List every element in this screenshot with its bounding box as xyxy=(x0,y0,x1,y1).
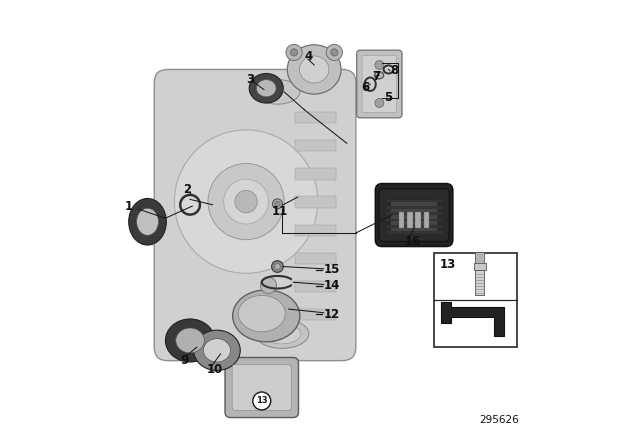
Bar xyxy=(295,112,335,123)
Ellipse shape xyxy=(238,295,285,332)
Bar xyxy=(387,200,442,202)
Ellipse shape xyxy=(300,56,329,83)
Bar xyxy=(387,219,442,221)
Text: 11: 11 xyxy=(271,205,288,219)
Bar xyxy=(295,281,335,292)
Circle shape xyxy=(286,44,302,60)
Bar xyxy=(295,168,335,180)
Bar xyxy=(295,197,335,208)
Bar xyxy=(407,212,413,228)
Text: 16: 16 xyxy=(405,234,422,248)
Circle shape xyxy=(331,49,338,56)
FancyBboxPatch shape xyxy=(356,50,402,118)
Text: 1: 1 xyxy=(125,200,133,214)
Text: 9: 9 xyxy=(180,353,188,367)
Text: 13: 13 xyxy=(440,258,456,271)
Bar xyxy=(415,212,421,228)
FancyBboxPatch shape xyxy=(154,69,356,361)
FancyBboxPatch shape xyxy=(375,184,453,246)
FancyBboxPatch shape xyxy=(225,358,298,418)
Ellipse shape xyxy=(233,290,300,342)
Bar xyxy=(474,263,486,270)
FancyBboxPatch shape xyxy=(379,189,449,241)
Ellipse shape xyxy=(263,323,301,344)
Bar xyxy=(424,212,429,228)
Ellipse shape xyxy=(255,319,308,349)
Circle shape xyxy=(271,261,284,272)
Circle shape xyxy=(291,49,298,56)
Circle shape xyxy=(208,164,284,240)
Text: 295626: 295626 xyxy=(479,415,519,425)
Ellipse shape xyxy=(255,80,300,104)
Text: 14: 14 xyxy=(324,279,340,293)
Circle shape xyxy=(223,179,269,224)
Bar xyxy=(476,252,484,263)
FancyBboxPatch shape xyxy=(362,56,397,112)
Ellipse shape xyxy=(165,319,214,362)
Bar xyxy=(295,140,335,151)
Ellipse shape xyxy=(194,330,240,370)
Circle shape xyxy=(375,60,384,69)
Bar xyxy=(387,225,442,228)
Bar xyxy=(387,212,442,215)
Text: 15: 15 xyxy=(324,263,340,276)
Circle shape xyxy=(275,201,280,207)
Ellipse shape xyxy=(287,45,341,94)
Ellipse shape xyxy=(204,339,230,362)
Ellipse shape xyxy=(136,208,159,235)
Bar xyxy=(295,253,335,264)
Circle shape xyxy=(253,392,271,410)
Bar xyxy=(387,206,442,209)
FancyBboxPatch shape xyxy=(232,365,291,410)
Text: 4: 4 xyxy=(305,50,312,64)
Text: 6: 6 xyxy=(361,81,369,94)
Circle shape xyxy=(174,130,317,273)
Ellipse shape xyxy=(129,198,166,245)
Ellipse shape xyxy=(257,80,276,97)
Ellipse shape xyxy=(374,72,383,79)
Polygon shape xyxy=(441,302,504,336)
Bar xyxy=(295,224,335,236)
Bar xyxy=(399,212,404,228)
Bar xyxy=(295,309,335,320)
Text: 10: 10 xyxy=(207,362,223,376)
Circle shape xyxy=(375,99,384,108)
Text: 12: 12 xyxy=(324,308,340,321)
Circle shape xyxy=(235,190,257,213)
Circle shape xyxy=(260,277,276,293)
Bar xyxy=(476,270,484,295)
FancyBboxPatch shape xyxy=(390,200,438,233)
Circle shape xyxy=(326,44,342,60)
Text: 8: 8 xyxy=(390,64,398,78)
Text: 3: 3 xyxy=(246,73,254,86)
Circle shape xyxy=(273,199,282,209)
Ellipse shape xyxy=(163,78,355,360)
Text: 7: 7 xyxy=(372,69,381,83)
Bar xyxy=(435,253,517,347)
Text: 13: 13 xyxy=(256,396,268,405)
Circle shape xyxy=(275,263,280,269)
Ellipse shape xyxy=(249,73,284,103)
Text: 2: 2 xyxy=(183,183,191,197)
Text: 5: 5 xyxy=(383,91,392,104)
Bar xyxy=(387,231,442,234)
Ellipse shape xyxy=(176,328,204,353)
